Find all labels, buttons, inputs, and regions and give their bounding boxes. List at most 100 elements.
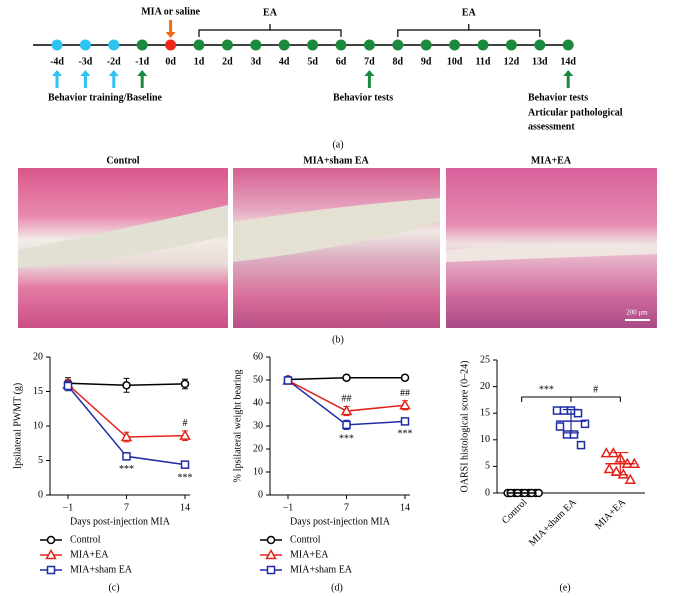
marker	[555, 422, 565, 431]
timeline-dot	[193, 39, 205, 51]
timeline-dot	[51, 39, 63, 51]
image-title: Control	[106, 155, 139, 166]
image-title: MIA+sham EA	[303, 155, 369, 166]
y-tick-label: 15	[33, 386, 43, 397]
marker	[552, 406, 562, 415]
marker	[283, 376, 293, 385]
y-tick-label: 15	[480, 407, 490, 418]
day-label: 2d	[222, 56, 233, 67]
x-tick-label: 14	[180, 502, 190, 513]
timeline-note: Behavior training/Baseline	[48, 92, 163, 103]
legend-label: MIA+sham EA	[70, 564, 133, 575]
strip-chart: 0 5 10 15 20 25 OARSI histological score (0–24…	[459, 354, 645, 593]
y-axis-label: % Ipsilateral weight bearing	[232, 369, 243, 482]
x-tick-label: −1	[283, 502, 294, 513]
significance-label: ***	[539, 384, 554, 395]
legend-label: Control	[70, 534, 101, 545]
marker	[600, 447, 613, 458]
marker	[180, 379, 190, 389]
timeline-dot	[307, 39, 319, 51]
legend-label: Control	[290, 534, 321, 545]
annotation: ***	[178, 472, 193, 483]
day-label: 3d	[251, 56, 262, 67]
x-tick-label: −1	[63, 502, 74, 513]
y-tick-label: 5	[38, 455, 43, 466]
marker	[624, 473, 637, 484]
marker	[340, 405, 353, 416]
day-label: 0d	[165, 56, 176, 67]
day-label: 5d	[307, 56, 318, 67]
y-tick-label: 10	[33, 420, 43, 431]
arrow-head	[165, 32, 176, 38]
day-label: 7d	[364, 56, 375, 67]
histology: 200 μm Control MIA+sham EA MIA+EA (b)	[18, 155, 657, 345]
marker	[179, 429, 191, 440]
arrow-head	[80, 70, 91, 76]
marker	[617, 468, 630, 479]
marker	[400, 373, 410, 382]
y-tick-label: 20	[33, 351, 43, 362]
joint-space	[446, 242, 657, 262]
day-label: 11d	[475, 56, 490, 67]
timeline-dot	[534, 39, 546, 51]
y-tick-label: 10	[480, 434, 490, 445]
marker	[63, 381, 73, 391]
day-label: 10d	[447, 56, 463, 67]
arrow-head	[563, 70, 574, 76]
timeline-note: Articular pathological	[528, 107, 623, 118]
day-label: 14d	[560, 56, 576, 67]
y-tick-label: 40	[253, 397, 263, 408]
y-tick-label: 20	[480, 381, 490, 392]
panel-label: (b)	[332, 334, 344, 345]
marker	[576, 440, 586, 450]
marker	[573, 408, 583, 418]
line-chart: 0 5 10 15 20 Ipsilateral PWMT (g) (c) −1 7 14 Days…	[12, 351, 192, 593]
day-label: 12d	[504, 56, 520, 67]
charts: 0 5 10 15 20 Ipsilateral PWMT (g) (c) −1 7 14 Days…	[12, 351, 645, 593]
timeline-dot	[250, 39, 262, 51]
annotation: ***	[119, 464, 134, 475]
annotation: ##	[342, 394, 352, 405]
marker	[342, 420, 351, 430]
timeline-dot	[420, 39, 432, 51]
timeline-dot	[335, 39, 347, 51]
marker	[122, 381, 131, 390]
legend-label: MIA+EA	[290, 549, 329, 560]
image-title: MIA+EA	[531, 155, 572, 166]
timeline: -4d -3d -2d -1d 0d 1d 2d 3d 4d 5d 6d 7d 8d 9d 10d 11d 12…	[33, 6, 623, 150]
timeline-dot	[363, 39, 375, 51]
significance-bracket	[570, 396, 621, 402]
legend-marker	[266, 565, 276, 575]
legend-marker	[46, 565, 56, 575]
day-label: 8d	[393, 56, 404, 67]
significance-bracket	[521, 396, 572, 402]
legend-marker	[45, 548, 57, 560]
legend-label: MIA+EA	[70, 549, 109, 560]
annotation: ***	[398, 428, 413, 439]
legend-marker	[265, 548, 277, 560]
day-label: 6d	[336, 56, 347, 67]
marker	[399, 399, 411, 410]
day-label: -4d	[50, 56, 64, 67]
timeline-note: Behavior tests	[333, 92, 393, 103]
timeline-dot	[505, 39, 517, 51]
y-tick-label: 0	[258, 489, 263, 500]
x-axis-label: Days post-injection MIA	[290, 516, 391, 527]
ea-bracket	[397, 24, 541, 37]
marker	[562, 430, 572, 439]
injection-label: MIA or saline	[141, 6, 200, 17]
line-chart: 0 10 20 30 40 50 60 % Ipsilateral weight bearin…	[232, 351, 412, 593]
annotation: #	[183, 418, 188, 429]
joint-space	[233, 198, 440, 262]
y-tick-label: 0	[485, 487, 490, 498]
marker	[559, 406, 569, 415]
marker	[580, 419, 590, 429]
panel-label: (a)	[332, 139, 343, 150]
marker	[180, 460, 190, 469]
sd-bar	[612, 451, 629, 476]
timeline-dot	[165, 39, 177, 51]
timeline-dot	[562, 39, 574, 51]
arrow-head	[52, 70, 62, 76]
ea-label: EA	[263, 7, 278, 18]
